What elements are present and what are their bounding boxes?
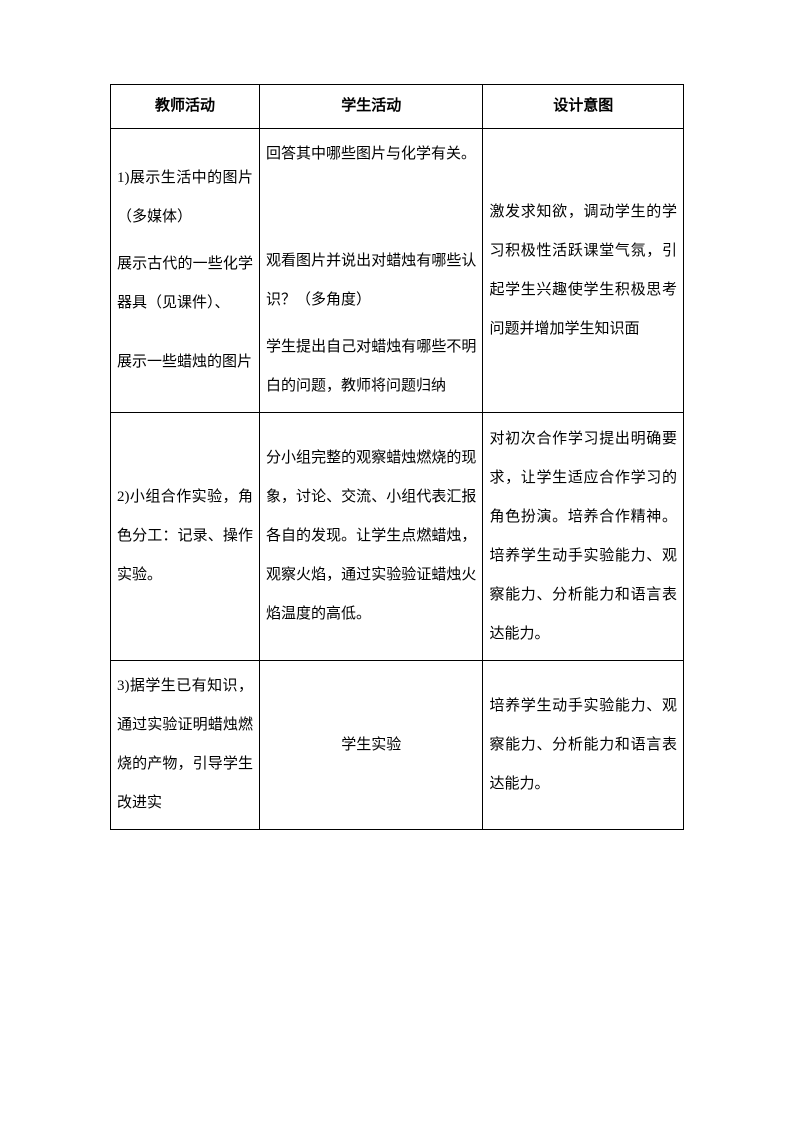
teacher-activity-cell: 3)据学生已有知识，通过实验证明蜡烛燃烧的产物，引导学生改进实 — [111, 661, 260, 830]
table-row: 2)小组合作实验，角色分工：记录、操作实验。 分小组完整的观察蜡烛燃烧的现象，讨… — [111, 413, 684, 661]
table-header-row: 教师活动 学生活动 设计意图 — [111, 85, 684, 129]
intent-text-1: 激发求知欲，调动学生的学习积极性活跃课堂气氛，引起学生兴趣使学生积极思考问题并增… — [487, 189, 679, 353]
spacer — [264, 415, 478, 435]
spacer — [264, 178, 478, 238]
teacher-text-2: 2)小组合作实验，角色分工：记录、操作实验。 — [115, 474, 255, 599]
teacher-text-1c: 展示一些蜡烛的图片 — [115, 339, 255, 386]
lesson-plan-table: 教师活动 学生活动 设计意图 1)展示生活中的图片（多媒体） 展示古代的一些化学… — [110, 84, 684, 830]
student-text-1c: 学生提出自己对蜡烛有哪些不明白的问题，教师将问题归纳 — [264, 324, 478, 410]
student-text-1a: 回答其中哪些图片与化学有关。 — [264, 131, 478, 178]
intent-text-3: 培养学生动手实验能力、观察能力、分析能力和语言表达能力。 — [487, 683, 679, 808]
student-text-3: 学生实验 — [264, 722, 478, 769]
student-text-1b: 观看图片并说出对蜡烛有哪些认识？（多角度） — [264, 238, 478, 324]
student-activity-cell: 回答其中哪些图片与化学有关。 观看图片并说出对蜡烛有哪些认识？（多角度） 学生提… — [259, 129, 482, 413]
teacher-activity-cell: 1)展示生活中的图片（多媒体） 展示古代的一些化学器具（见课件）、 展示一些蜡烛… — [111, 129, 260, 413]
design-intent-cell: 激发求知欲，调动学生的学习积极性活跃课堂气氛，引起学生兴趣使学生积极思考问题并增… — [483, 129, 684, 413]
table-row: 1)展示生活中的图片（多媒体） 展示古代的一些化学器具（见课件）、 展示一些蜡烛… — [111, 129, 684, 413]
table-row: 3)据学生已有知识，通过实验证明蜡烛燃烧的产物，引导学生改进实 学生实验 培养学… — [111, 661, 684, 830]
teacher-text-1b: 展示古代的一些化学器具（见课件）、 — [115, 241, 255, 327]
header-student-activity: 学生活动 — [259, 85, 482, 129]
teacher-text-1a: 1)展示生活中的图片（多媒体） — [115, 155, 255, 241]
student-activity-cell: 学生实验 — [259, 661, 482, 830]
student-activity-cell: 分小组完整的观察蜡烛燃烧的现象，讨论、交流、小组代表汇报各自的发现。让学生点燃蜡… — [259, 413, 482, 661]
design-intent-cell: 对初次合作学习提出明确要求，让学生适应合作学习的角色扮演。培养合作精神。培养学生… — [483, 413, 684, 661]
student-text-2: 分小组完整的观察蜡烛燃烧的现象，讨论、交流、小组代表汇报各自的发现。让学生点燃蜡… — [264, 435, 478, 638]
teacher-text-3: 3)据学生已有知识，通过实验证明蜡烛燃烧的产物，引导学生改进实 — [115, 663, 255, 827]
header-teacher-activity: 教师活动 — [111, 85, 260, 129]
intent-text-2: 对初次合作学习提出明确要求，让学生适应合作学习的角色扮演。培养合作精神。培养学生… — [487, 416, 679, 658]
design-intent-cell: 培养学生动手实验能力、观察能力、分析能力和语言表达能力。 — [483, 661, 684, 830]
spacer — [115, 327, 255, 339]
spacer — [264, 638, 478, 658]
header-design-intent: 设计意图 — [483, 85, 684, 129]
teacher-activity-cell: 2)小组合作实验，角色分工：记录、操作实验。 — [111, 413, 260, 661]
